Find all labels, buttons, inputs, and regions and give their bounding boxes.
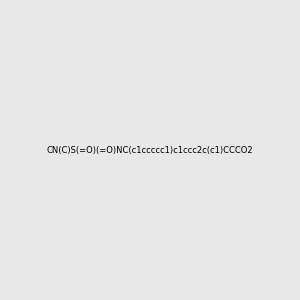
Text: CN(C)S(=O)(=O)NC(c1ccccc1)c1ccc2c(c1)CCCO2: CN(C)S(=O)(=O)NC(c1ccccc1)c1ccc2c(c1)CCC… <box>47 146 253 154</box>
